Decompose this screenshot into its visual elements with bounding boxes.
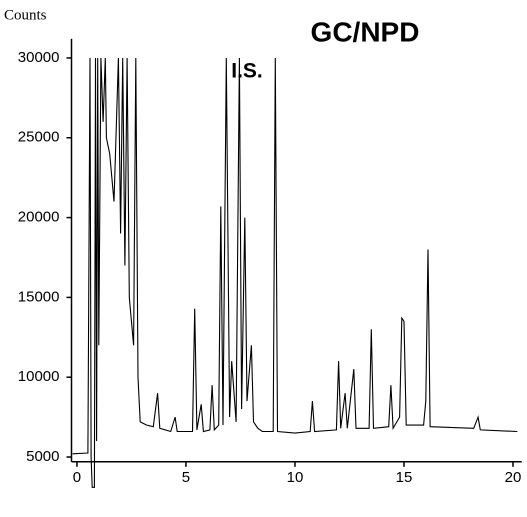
- y-tick-label: 15000: [18, 288, 60, 305]
- x-tick-label: 0: [73, 469, 81, 486]
- chart-title: GC/NPD: [311, 16, 420, 47]
- y-tick-label: 5000: [26, 448, 59, 465]
- x-tick-label: 20: [505, 469, 522, 486]
- x-tick-label: 15: [396, 469, 413, 486]
- chromatogram-trace: [72, 57, 518, 488]
- y-tick-label: 10000: [18, 368, 60, 385]
- y-tick-label: 30000: [18, 49, 60, 66]
- y-axis-label: Counts: [4, 7, 47, 23]
- x-tick-label: 5: [182, 469, 190, 486]
- y-tick-label: 25000: [18, 129, 60, 146]
- y-tick-label: 20000: [18, 209, 60, 226]
- x-tick-label: 10: [287, 469, 304, 486]
- annotation: I.S.: [231, 60, 263, 83]
